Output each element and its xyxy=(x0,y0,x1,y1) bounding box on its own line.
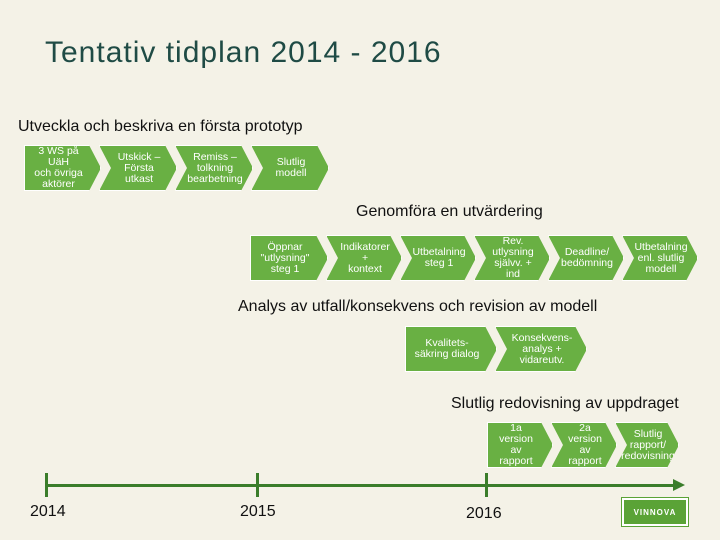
year-2014: 2014 xyxy=(30,503,66,520)
phase-3-step-2: Konsekvens- analys + vidareutv. xyxy=(495,326,587,372)
phase-4-steps: 1a version av rapport 2a version av rapp… xyxy=(487,422,677,468)
timeline-tick-2015 xyxy=(256,473,259,497)
page-title: Tentativ tidplan 2014 - 2016 xyxy=(45,36,442,69)
phase-2-label: Genomföra en utvärdering xyxy=(356,203,543,220)
phase-3-step-1: Kvalitets- säkring dialog xyxy=(405,326,497,372)
timeline xyxy=(45,473,685,497)
timeline-tick-2014 xyxy=(45,473,48,497)
phase-3-label: Analys av utfall/konsekvens och revision… xyxy=(238,298,598,315)
phase-2-step-3: Utbetalning steg 1 xyxy=(400,235,476,281)
phase-2-step-1: Öppnar "utlysning" steg 1 xyxy=(250,235,328,281)
phase-4-label: Slutlig redovisning av uppdraget xyxy=(451,395,679,412)
timeline-line xyxy=(45,484,675,487)
timeline-tick-2016 xyxy=(485,473,488,497)
phase-2-steps: Öppnar "utlysning" steg 1 Indikatorer + … xyxy=(250,235,696,281)
phase-3-steps: Kvalitets- säkring dialog Konsekvens- an… xyxy=(405,326,585,372)
phase-1-step-3: Remiss – tolkning bearbetning xyxy=(175,145,253,191)
phase-2-step-2: Indikatorer + kontext xyxy=(326,235,402,281)
phase-1-step-2: Utskick – Första utkast xyxy=(99,145,177,191)
phase-2-step-6: Utbetalning enl. slutlig modell xyxy=(622,235,698,281)
phase-2-step-5: Deadline/ bedömning xyxy=(548,235,624,281)
timeline-arrow-icon xyxy=(673,479,685,491)
phase-1-step-4: Slutlig modell xyxy=(251,145,329,191)
phase-1-label: Utveckla och beskriva en första prototyp xyxy=(18,118,303,135)
vinnova-logo: VINNOVA xyxy=(622,498,688,526)
phase-4-step-2: 2a version av rapport xyxy=(551,422,617,468)
year-2016: 2016 xyxy=(466,505,502,522)
phase-1-steps: 3 WS på UäH och övriga aktörer Utskick –… xyxy=(24,145,327,191)
year-2015: 2015 xyxy=(240,503,276,520)
phase-1-step-1: 3 WS på UäH och övriga aktörer xyxy=(24,145,101,191)
phase-2-step-4: Rev. utlysning självv. + ind xyxy=(474,235,550,281)
phase-4-step-1: 1a version av rapport xyxy=(487,422,553,468)
phase-4-step-3: Slutlig rapport/ redovisning xyxy=(615,422,679,468)
